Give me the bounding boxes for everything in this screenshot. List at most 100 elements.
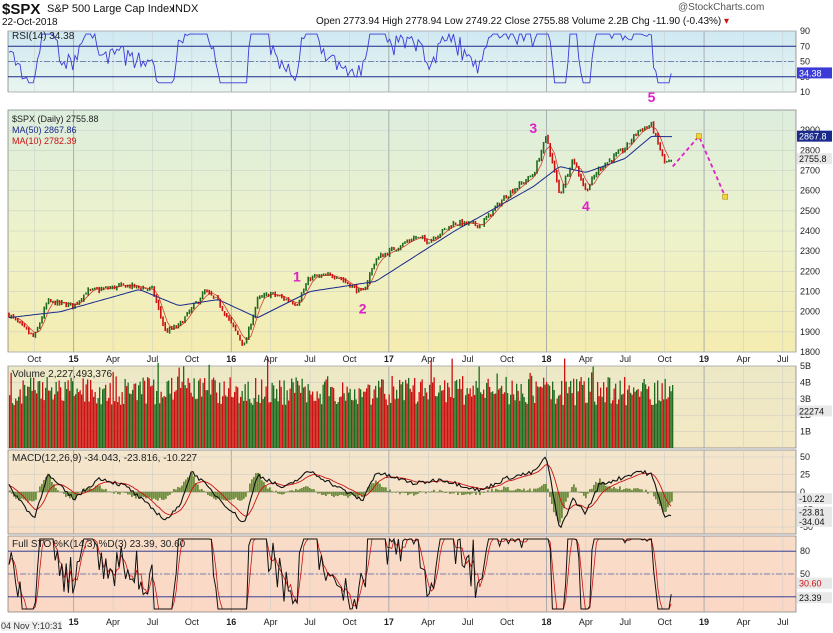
macd-histogram-bar <box>29 492 31 501</box>
macd-histogram-bar <box>527 490 529 492</box>
sto-x-tick-label: 17 <box>384 617 394 627</box>
volume-bar <box>261 379 263 448</box>
volume-bar <box>618 399 620 448</box>
volume-bar <box>402 381 404 448</box>
volume-bar <box>225 395 227 448</box>
wave-label: 3 <box>529 120 537 136</box>
rsi-legend: RSI(14) 34.38 <box>12 31 75 42</box>
vol-y-tick-label: 4B <box>800 377 811 387</box>
macd-histogram-bar <box>253 476 255 492</box>
volume-bar <box>496 373 498 448</box>
volume-bar <box>541 387 543 448</box>
macd-histogram-bar <box>387 491 389 492</box>
volume-bar <box>277 401 279 448</box>
volume-bar <box>340 396 342 448</box>
volume-bar <box>165 396 167 448</box>
macd-histogram-bar <box>407 492 409 496</box>
macd-histogram-bar <box>321 492 323 496</box>
macd-histogram-bar <box>507 487 509 492</box>
macd-histogram-bar <box>343 492 345 496</box>
volume-bar <box>603 382 605 448</box>
price-y-tick-label: 1900 <box>800 327 820 337</box>
macd-histogram-bar <box>341 492 343 495</box>
macd-histogram-bar <box>45 477 47 492</box>
volume-bar <box>465 395 467 448</box>
macd-histogram-bar <box>39 486 41 492</box>
volume-bar <box>339 397 341 448</box>
volume-bar <box>595 404 597 448</box>
price-x-tick-label: Oct <box>27 354 42 364</box>
macd-histogram-bar <box>513 490 515 492</box>
macd-histogram-bar <box>635 488 637 492</box>
macd-histogram-bar <box>191 472 193 492</box>
volume-bar <box>82 378 84 448</box>
volume-bar <box>66 389 68 448</box>
volume-bar <box>172 399 174 448</box>
price-x-tick-label: 16 <box>226 354 236 364</box>
volume-bar <box>384 393 386 448</box>
volume-bar <box>567 393 569 448</box>
volume-bar <box>636 390 638 448</box>
macd-histogram-bar <box>525 490 527 492</box>
macd-histogram-bar <box>203 490 205 492</box>
volume-bar <box>391 375 393 448</box>
volume-bar <box>310 394 312 448</box>
macd-histogram-bar <box>503 486 505 492</box>
volume-bar <box>405 379 407 448</box>
volume-bar <box>571 393 573 448</box>
volume-bar <box>378 380 380 448</box>
volume-bar <box>31 390 33 448</box>
macd-histogram-bar <box>409 492 411 495</box>
volume-bar <box>16 400 18 448</box>
volume-bar <box>498 389 500 448</box>
macd-line <box>8 456 672 529</box>
volume-bar <box>400 384 402 448</box>
macd-histogram-bar <box>163 492 165 500</box>
macd-histogram-bar <box>371 483 373 492</box>
volume-bar <box>493 393 495 448</box>
volume-bar <box>243 400 245 448</box>
volume-bar <box>640 391 642 448</box>
high-value: 2778.94 <box>405 16 442 27</box>
sto-d-value-tag: 30.60 <box>799 579 822 589</box>
volume-bar <box>607 377 609 448</box>
volume-bar <box>156 390 158 448</box>
macd-histogram-bar <box>49 475 51 492</box>
volume-bar <box>84 401 86 448</box>
macd-histogram-bar <box>283 492 285 495</box>
volume-bar <box>301 378 303 448</box>
footer-timestamp: 04 Nov Y:10:31 <box>1 621 63 631</box>
volume-bar <box>393 386 395 448</box>
volume-bar <box>69 390 71 448</box>
sto-x-tick-label: Apr <box>579 617 593 627</box>
volume-bar <box>576 379 578 448</box>
volume-bar <box>226 396 228 448</box>
macd-histogram-bar <box>231 492 233 500</box>
volume-value-tag: 22274 <box>799 406 824 416</box>
volume-bar <box>555 403 557 448</box>
volume-bar <box>232 397 234 448</box>
volume-bar <box>268 402 270 448</box>
macd-histogram-bar <box>645 489 647 492</box>
volume-bar <box>517 390 519 448</box>
macd-histogram-bar <box>25 492 27 501</box>
volume-bar <box>495 393 497 448</box>
volume-bar <box>123 403 125 448</box>
volume-bar <box>415 403 417 448</box>
volume-legend: Volume 2,227,493,376 <box>12 369 113 380</box>
volume-bar <box>433 377 435 448</box>
macd-histogram-bar <box>429 492 431 493</box>
volume-bar <box>547 384 549 448</box>
volume-bar <box>132 389 134 448</box>
macd-histogram-bar <box>441 490 443 492</box>
volume-bar <box>229 377 231 448</box>
volume-bar <box>129 393 131 448</box>
macd-histogram-bar <box>43 479 45 492</box>
volume-bar <box>21 403 23 448</box>
volume-bar <box>57 391 59 448</box>
sto-k-value-tag: 23.39 <box>799 593 822 603</box>
index-name: S&P 500 Large Cap Index <box>47 3 175 15</box>
macd-histogram-bar <box>239 492 241 501</box>
macd-histogram-bar <box>661 492 663 509</box>
volume-bar <box>621 394 623 448</box>
